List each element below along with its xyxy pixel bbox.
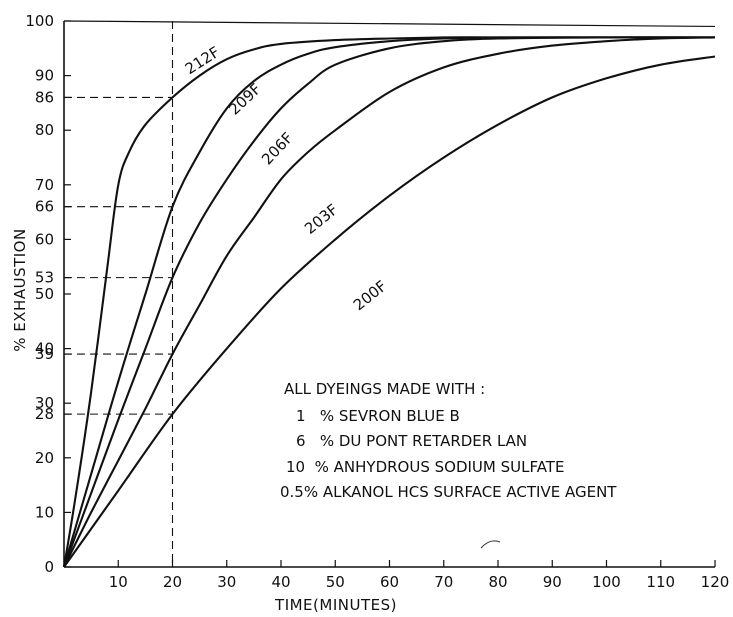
annotation-line: 6 % DU PONT RETARDER LAN	[296, 432, 527, 450]
x-tick-label: 40	[271, 573, 290, 591]
stray-mark	[480, 540, 501, 549]
y-tick-label: 10	[35, 503, 54, 521]
series-label-203f: 203F	[301, 200, 341, 237]
top-boundary-line	[63, 20, 716, 28]
annotation-line: 0.5% ALKANOL HCS SURFACE ACTIVE AGENT	[280, 483, 617, 501]
curve-203f	[63, 36, 716, 568]
x-tick-label: 90	[543, 573, 562, 591]
x-tick-labels: 10 20 30 40 50 60 70 80 90 100 110 120	[109, 573, 730, 591]
y-tick-label: 50	[35, 285, 54, 303]
x-tick-label: 20	[163, 573, 182, 591]
y-tick-label: 86	[35, 88, 54, 106]
y-tick-label: 100	[25, 12, 54, 30]
series-label-200f: 200F	[350, 277, 390, 314]
x-tick-label: 70	[434, 573, 453, 591]
y-tick-label: 40	[35, 340, 54, 358]
y-tick-label: 30	[35, 394, 54, 412]
y-tick-label: 80	[35, 121, 54, 139]
series-label-206f: 206F	[258, 129, 297, 168]
annotation-heading: ALL DYEINGS MADE WITH :	[284, 380, 485, 398]
y-tick-label: 66	[35, 198, 54, 216]
x-tick-label: 10	[109, 573, 128, 591]
x-tick-label: 120	[701, 573, 730, 591]
y-tick-label: 60	[35, 230, 54, 248]
x-tick-label: 50	[326, 573, 345, 591]
reference-lines	[64, 21, 174, 567]
x-tick-label: 80	[488, 573, 507, 591]
y-tick-label: 0	[44, 558, 54, 576]
x-tick-label: 30	[217, 573, 236, 591]
x-tick-label: 110	[646, 573, 675, 591]
x-axis-title: TIME(MINUTES)	[274, 596, 397, 614]
curve-206f	[63, 36, 716, 568]
x-tick-label: 100	[592, 573, 621, 591]
series-label-209f: 209F	[225, 80, 264, 119]
y-tick-label: 70	[35, 176, 54, 194]
curve-200f	[63, 55, 716, 568]
curve-209f	[62, 36, 715, 568]
annotation-block: ALL DYEINGS MADE WITH : 1 % SEVRON BLUE …	[280, 380, 617, 501]
series-curves	[62, 36, 716, 568]
tick-marks	[64, 20, 716, 568]
y-tick-label: 39	[35, 345, 54, 363]
annotation-line: 10 % ANHYDROUS SODIUM SULFATE	[286, 458, 564, 476]
y-tick-label: 28	[35, 405, 54, 423]
annotation-line: 1 % SEVRON BLUE B	[296, 407, 460, 425]
y-axis-title: % EXHAUSTION	[11, 228, 29, 351]
x-tick-label: 60	[380, 573, 399, 591]
y-tick-label: 90	[35, 67, 54, 85]
y-tick-label: 53	[35, 269, 54, 287]
y-tick-label: 20	[35, 449, 54, 467]
